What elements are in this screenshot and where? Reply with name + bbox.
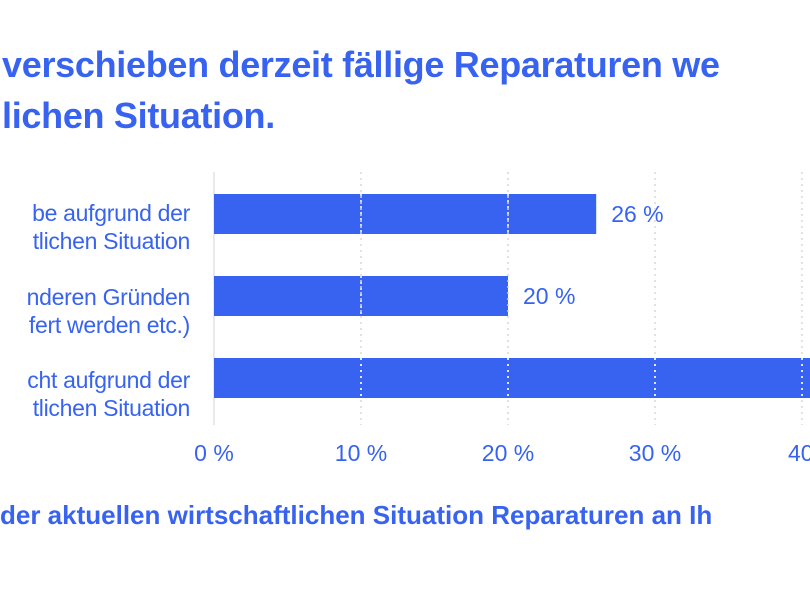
bar-3 [214,358,810,398]
chart-title-line-2: lichen Situation. [2,95,275,136]
footer-question: der aktuellen wirtschaftlichen Situation… [0,500,713,530]
category-label-3-line-2: tlichen Situation [32,395,191,421]
category-label-1: be aufgrund der tlichen Situation [32,199,190,255]
category-label-2: nderen Gründen fert werden etc.) [26,283,191,339]
x-tick-label: 20 % [481,440,535,466]
x-tick-label: 40 [788,440,810,466]
category-label-3-line-1: cht aufgrund der [27,367,190,393]
chart-title-line-1: verschieben derzeit fällige Reparaturen … [2,44,720,85]
bar-1 [214,194,597,234]
category-label-1-line-2: tlichen Situation [32,228,191,254]
x-tick-label: 10 % [334,440,388,466]
category-label-3: cht aufgrund der tlichen Situation [27,366,190,422]
category-label-2-line-1: nderen Gründen [26,284,191,310]
value-label-2: 20 % [523,283,575,309]
x-tick-label: 30 % [628,440,682,466]
category-label-2-line-2: fert werden etc.) [28,312,190,338]
value-label-1: 26 % [611,201,663,227]
x-tick-label: 0 % [194,440,234,466]
category-label-1-line-1: be aufgrund der [32,200,190,226]
